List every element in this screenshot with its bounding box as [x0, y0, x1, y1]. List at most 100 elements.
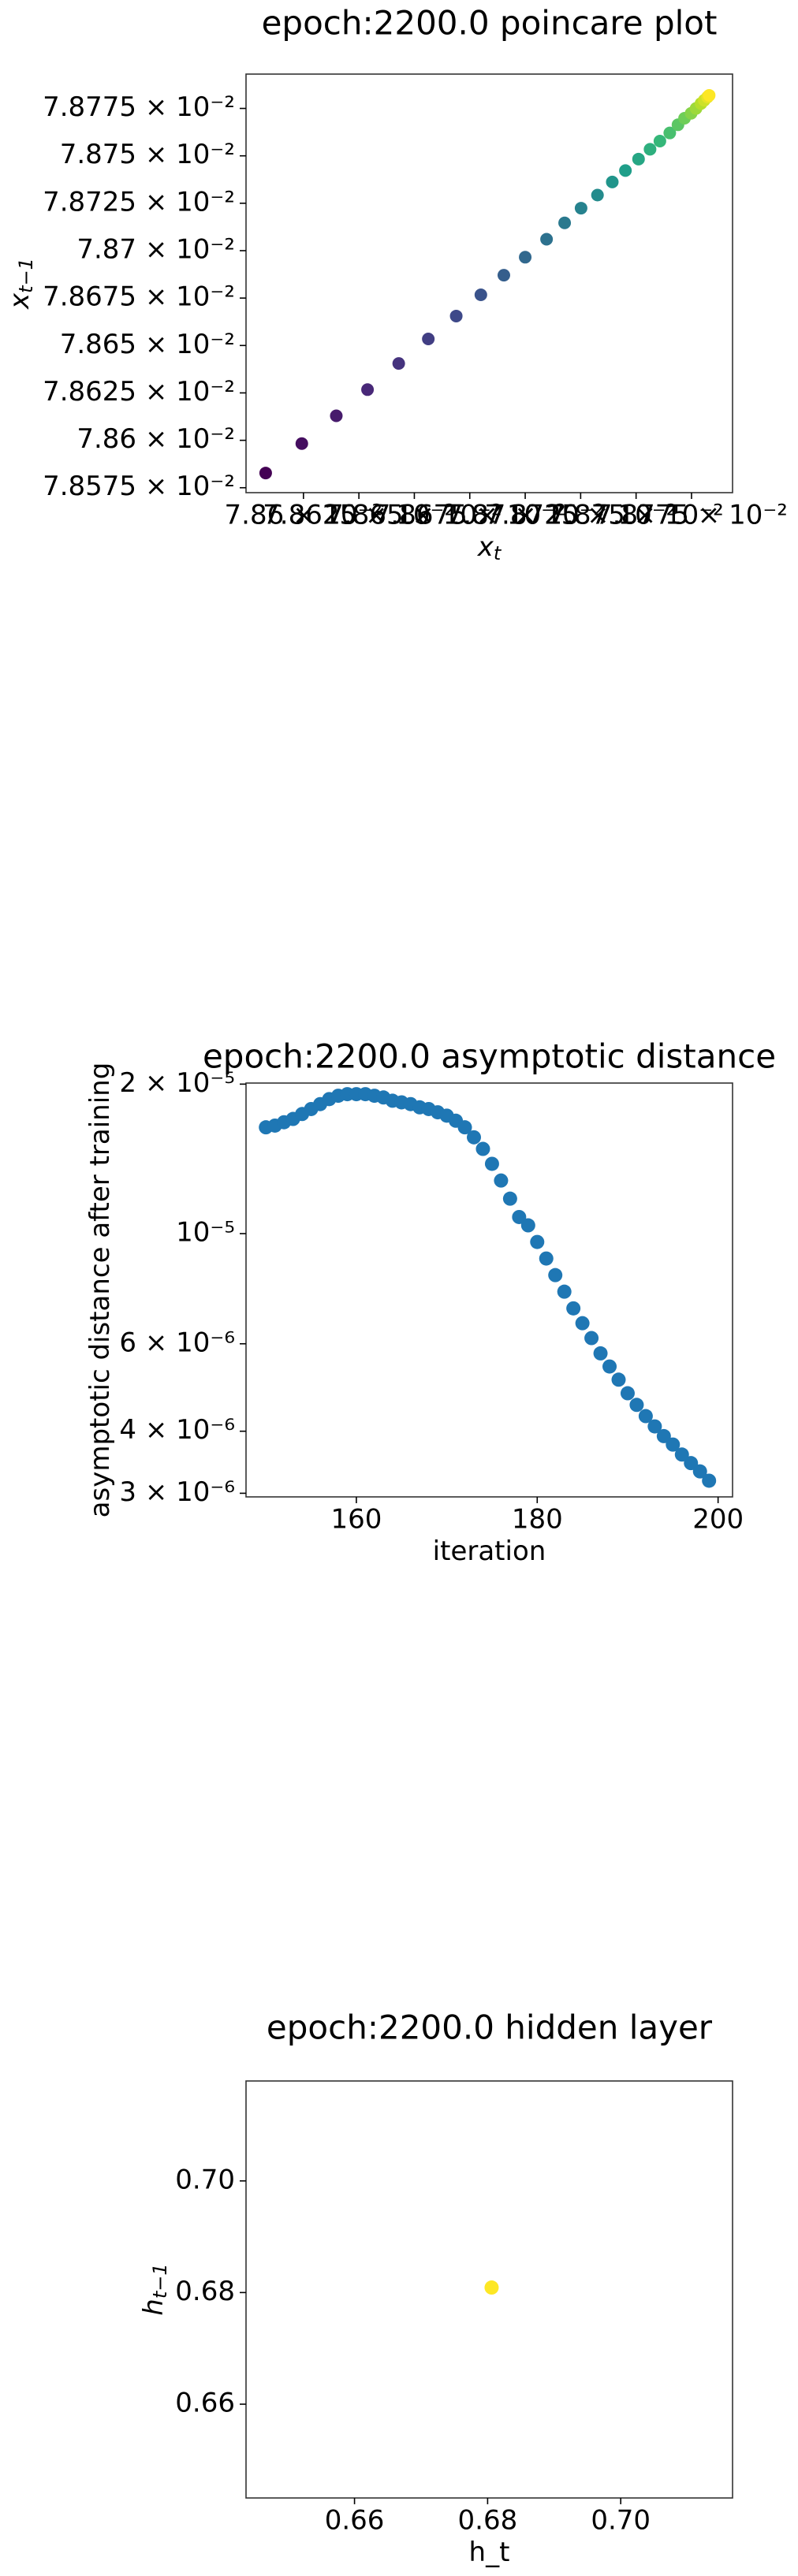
- y-axis-label-main: asymptotic distance after training: [84, 1063, 116, 1518]
- x-tick-label: 0.68: [458, 2505, 518, 2537]
- point: [548, 1268, 563, 1282]
- y-tick-label: 0.66: [175, 2388, 235, 2419]
- y-tick-label: 3 × 10⁻⁶: [119, 1476, 235, 1508]
- point: [422, 332, 435, 345]
- y-tick-label: 7.8575 × 10⁻²: [43, 471, 235, 502]
- y-axis-label: ht−1: [138, 2263, 172, 2315]
- x-axis-label-main: x: [477, 531, 494, 563]
- point: [629, 1398, 644, 1413]
- y-axis-label-sub: t−1: [15, 258, 37, 293]
- point: [619, 164, 632, 177]
- point: [467, 1130, 482, 1145]
- y-axis-label-sub: t−1: [149, 2263, 171, 2299]
- y-axis-label-main: x: [4, 292, 35, 310]
- point: [566, 1301, 581, 1316]
- y-tick-label: 7.8625 × 10⁻²: [43, 376, 235, 408]
- point: [674, 1447, 689, 1462]
- point: [663, 126, 677, 140]
- y-tick-label: 7.865 × 10⁻²: [60, 329, 235, 360]
- point: [574, 202, 587, 215]
- y-tick-label: 4 × 10⁻⁶: [119, 1414, 235, 1446]
- y-tick-label: 7.87 × 10⁻²: [76, 233, 235, 265]
- plot-frame: [245, 73, 733, 493]
- point: [557, 1284, 572, 1299]
- x-tick-label: 7.875 × 10⁻²: [549, 500, 724, 531]
- plot-frame: [245, 1082, 733, 1498]
- point: [520, 1218, 535, 1233]
- point: [638, 1409, 653, 1424]
- point: [474, 288, 487, 302]
- point: [606, 175, 619, 188]
- x-axis-label: xt: [477, 531, 502, 565]
- x-tick-label: 7.86 × 10⁻²: [225, 500, 383, 531]
- x-axis-label-main: iteration: [433, 1536, 546, 1567]
- x-axis-label-main: h_t: [469, 2537, 510, 2568]
- y-axis-label: asymptotic distance after training: [84, 1063, 116, 1518]
- point: [575, 1316, 590, 1331]
- y-tick-label: 7.8725 × 10⁻²: [43, 186, 235, 218]
- y-tick-label: 6 × 10⁻⁶: [119, 1327, 235, 1358]
- x-axis-label: iteration: [433, 1536, 546, 1567]
- point: [330, 409, 343, 423]
- point: [502, 1191, 517, 1206]
- chart-title: epoch:2200.0 poincare plot: [262, 4, 718, 43]
- y-tick-label: 7.86 × 10⁻²: [76, 423, 235, 455]
- point: [494, 1173, 509, 1188]
- y-tick-label: 7.8675 × 10⁻²: [43, 281, 235, 313]
- point: [457, 1120, 472, 1135]
- point: [540, 233, 554, 246]
- point: [392, 357, 405, 370]
- chart-title: epoch:2200.0 asymptotic distance: [203, 1037, 776, 1076]
- point: [497, 269, 510, 282]
- x-tick-label: 7.8775 × 10⁻²: [595, 500, 788, 531]
- point: [666, 1437, 681, 1452]
- x-tick-label: 200: [692, 1504, 744, 1536]
- y-axis-label-main: h: [138, 2299, 170, 2316]
- point: [484, 1156, 499, 1171]
- x-tick-label: 0.70: [591, 2505, 651, 2537]
- point: [519, 251, 532, 264]
- point: [593, 1346, 608, 1361]
- x-axis-label: h_t: [469, 2537, 510, 2568]
- point: [692, 1464, 707, 1479]
- x-tick-label: 160: [330, 1504, 382, 1536]
- point: [295, 437, 308, 450]
- point: [475, 1141, 490, 1156]
- x-axis-label-sub: t: [494, 542, 502, 564]
- point: [449, 309, 463, 322]
- point: [591, 188, 604, 202]
- x-tick-label: 7.865 × 10⁻²: [326, 500, 502, 531]
- plot-frame: [245, 2080, 733, 2499]
- point: [539, 1251, 554, 1266]
- point: [530, 1234, 545, 1249]
- point: [484, 2280, 499, 2295]
- point: [684, 1456, 699, 1471]
- point: [647, 1419, 662, 1434]
- point: [584, 1331, 599, 1346]
- point: [602, 1359, 617, 1374]
- x-tick-label: 7.8625 × 10⁻²: [263, 500, 455, 531]
- y-tick-label: 0.68: [175, 2276, 235, 2307]
- x-tick-label: 7.8675 × 10⁻²: [374, 500, 566, 531]
- chart-title: epoch:2200.0 hidden layer: [267, 2008, 713, 2047]
- point: [656, 1428, 671, 1443]
- y-tick-label: 0.70: [175, 2164, 235, 2195]
- point: [361, 383, 375, 396]
- point: [611, 1372, 626, 1387]
- point: [703, 88, 716, 102]
- x-tick-label: 0.66: [325, 2505, 385, 2537]
- x-tick-label: 7.8725 × 10⁻²: [484, 500, 677, 531]
- point: [620, 1386, 635, 1401]
- point: [558, 216, 572, 229]
- y-tick-label: 7.8775 × 10⁻²: [43, 91, 235, 123]
- point: [643, 143, 657, 156]
- y-tick-label: 7.875 × 10⁻²: [60, 139, 235, 170]
- y-tick-label: 10⁻⁵: [176, 1217, 235, 1249]
- y-axis-label: xt−1: [4, 258, 38, 310]
- point: [512, 1209, 527, 1224]
- point: [702, 1473, 717, 1488]
- point: [259, 467, 272, 480]
- x-tick-label: 7.87 × 10⁻²: [446, 500, 605, 531]
- x-tick-label: 180: [512, 1504, 563, 1536]
